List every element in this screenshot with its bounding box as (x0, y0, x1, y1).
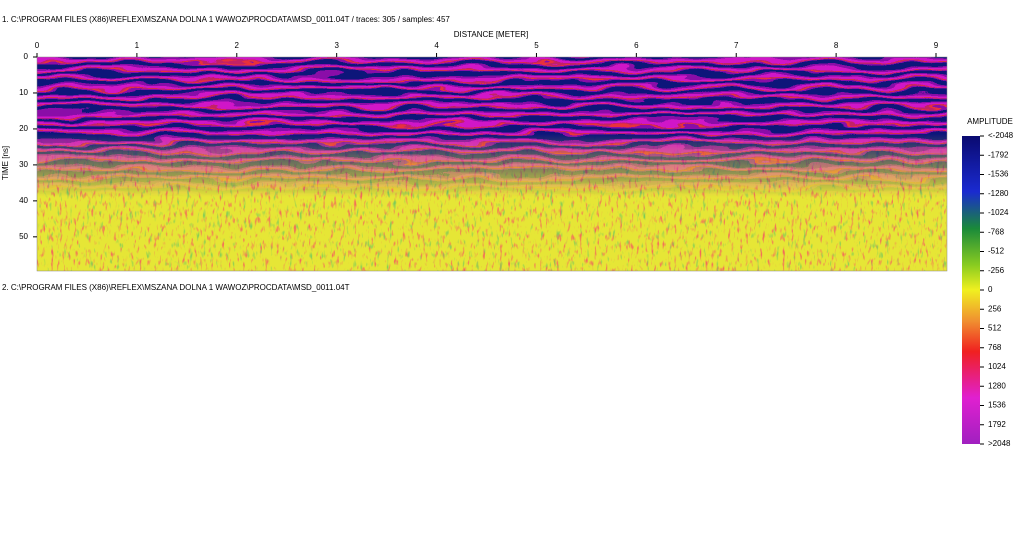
colorbar-label: 1024 (988, 362, 1006, 371)
colorbar-label: -512 (988, 247, 1005, 256)
colorbar-label: >2048 (988, 439, 1011, 448)
colorbar-label: -256 (988, 266, 1005, 275)
y-tick-label: 30 (19, 160, 28, 169)
colorbar-label: 256 (988, 304, 1002, 313)
x-tick-label: 8 (834, 41, 839, 50)
colorbar-label: 512 (988, 324, 1002, 333)
x-tick-label: 7 (734, 41, 739, 50)
y-tick-label: 40 (19, 196, 28, 205)
y-tick-label: 10 (19, 88, 28, 97)
x-tick-label: 6 (634, 41, 639, 50)
radargram (37, 57, 947, 271)
x-tick-label: 1 (135, 41, 140, 50)
colorbar-label: -1024 (988, 208, 1009, 217)
y-tick-label: 0 (24, 52, 29, 61)
x-tick-label: 5 (534, 41, 539, 50)
colorbar-label: 1536 (988, 401, 1006, 410)
colorbar-label: 1280 (988, 381, 1006, 390)
colorbar-label: 1792 (988, 420, 1006, 429)
x-axis-label: DISTANCE [METER] (454, 30, 529, 39)
profile-title: 1. C:\PROGRAM FILES (X86)\REFLEX\MSZANA … (2, 15, 450, 24)
x-tick-label: 2 (235, 41, 240, 50)
colorbar-label: 0 (988, 285, 993, 294)
colorbar (962, 136, 980, 444)
y-axis-label: TIME [ns] (1, 146, 10, 180)
colorbar-title: AMPLITUDE (967, 117, 1013, 126)
profile-title: 2. C:\PROGRAM FILES (X86)\REFLEX\MSZANA … (2, 283, 350, 292)
y-tick-label: 50 (19, 232, 28, 241)
colorbar-label: -1536 (988, 170, 1009, 179)
colorbar-label: <-2048 (988, 131, 1014, 140)
plot-frame (36, 56, 948, 272)
colorbar-label: -1280 (988, 189, 1009, 198)
x-tick-label: 0 (35, 41, 40, 50)
colorbar-label: -768 (988, 227, 1005, 236)
x-tick-label: 3 (334, 41, 339, 50)
colorbar-label: 768 (988, 343, 1002, 352)
x-tick-label: 9 (934, 41, 939, 50)
colorbar-label: -1792 (988, 150, 1009, 159)
y-tick-label: 20 (19, 124, 28, 133)
x-tick-label: 4 (434, 41, 439, 50)
